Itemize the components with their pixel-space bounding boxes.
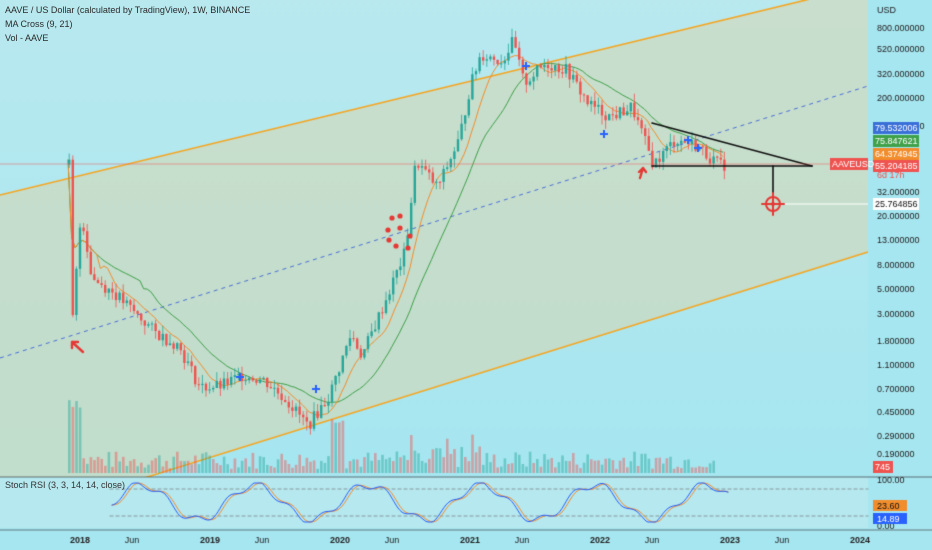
ma-cross-legend[interactable]: MA Cross (9, 21) [5,19,73,29]
volume-legend[interactable]: Vol - AAVE [5,33,49,43]
chart-title: AAVE / US Dollar (calculated by TradingV… [5,5,251,15]
stoch-rsi-legend[interactable]: Stoch RSI (3, 3, 14, 14, close) [5,480,126,490]
